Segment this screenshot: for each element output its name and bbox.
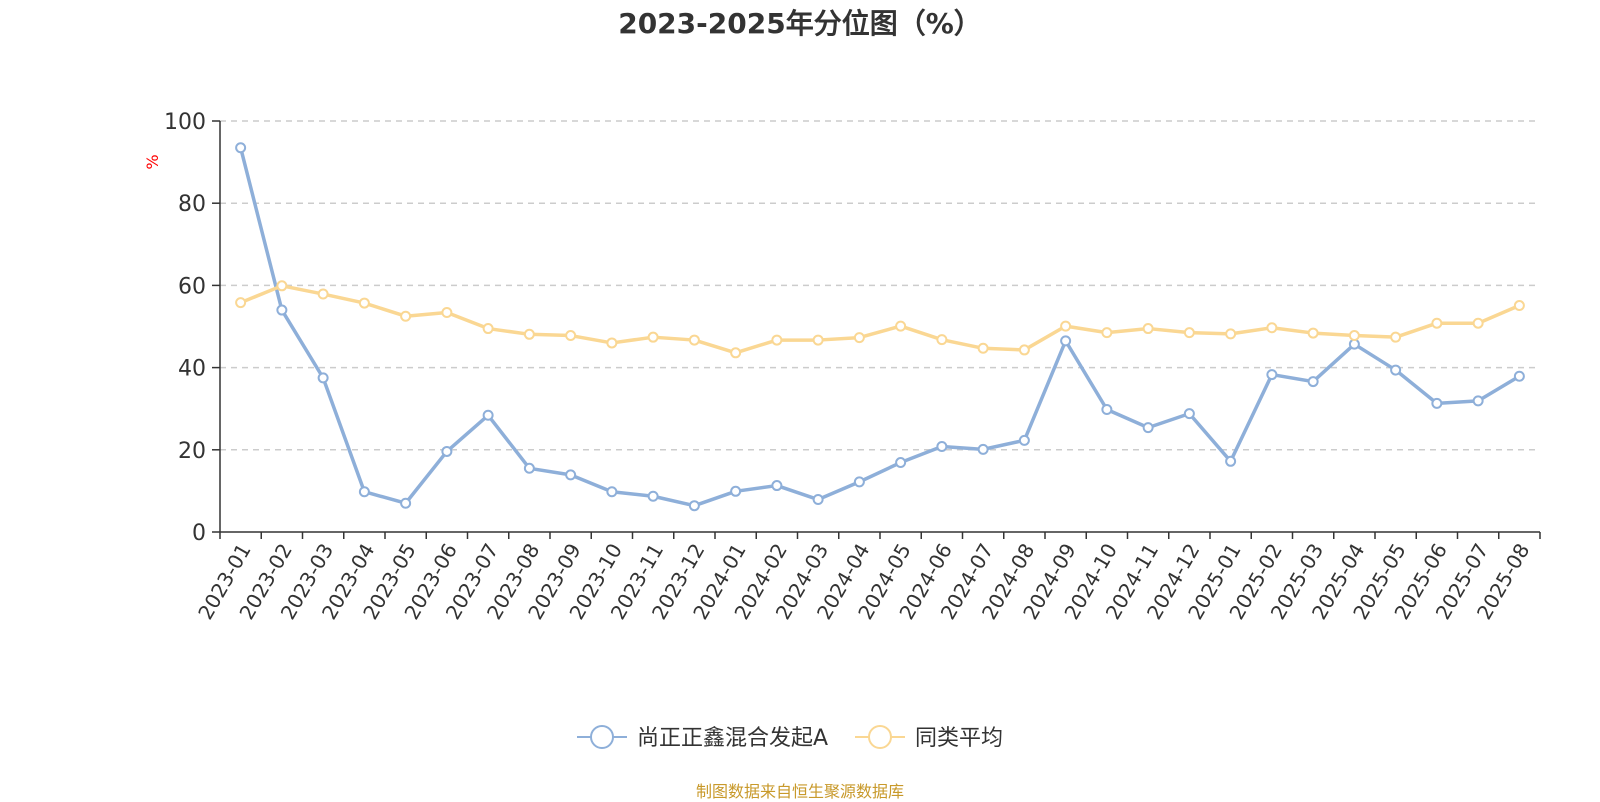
data-point xyxy=(276,304,288,316)
data-point xyxy=(565,330,577,342)
data-point xyxy=(1142,422,1154,434)
data-point xyxy=(1513,300,1525,312)
data-point xyxy=(1348,330,1360,342)
data-point xyxy=(1266,369,1278,381)
data-point xyxy=(1183,327,1195,339)
y-tick-label: 80 xyxy=(178,192,206,217)
data-point xyxy=(1307,376,1319,388)
data-point xyxy=(895,320,907,332)
data-point xyxy=(441,445,453,457)
data-point xyxy=(647,331,659,343)
data-point xyxy=(812,334,824,346)
source-note: 制图数据来自恒生聚源数据库 xyxy=(695,782,904,801)
legend-label: 同类平均 xyxy=(915,726,1003,751)
data-point xyxy=(358,297,370,309)
legend-item: 同类平均 xyxy=(855,725,1003,751)
data-point xyxy=(565,469,577,481)
data-point xyxy=(1060,320,1072,332)
data-point xyxy=(1390,331,1402,343)
data-point xyxy=(1183,408,1195,420)
y-tick-label: 20 xyxy=(178,439,206,464)
data-point xyxy=(730,485,742,497)
y-tick-label: 0 xyxy=(192,521,206,546)
data-point xyxy=(1390,364,1402,376)
data-point xyxy=(606,337,618,349)
data-point xyxy=(1225,455,1237,467)
data-point xyxy=(1018,434,1030,446)
chart-title: 2023-2025年分位图（%） xyxy=(618,7,982,40)
data-point xyxy=(688,334,700,346)
y-tick-label: 40 xyxy=(178,357,206,382)
data-point xyxy=(400,310,412,322)
data-point xyxy=(771,334,783,346)
data-point xyxy=(1431,317,1443,329)
y-axis-unit-label: % xyxy=(143,154,162,169)
data-point xyxy=(1472,395,1484,407)
data-point xyxy=(523,462,535,474)
series-line xyxy=(239,284,1521,355)
data-point xyxy=(1225,328,1237,340)
axes: 0204060801002023-012023-022023-032023-04… xyxy=(164,110,1541,624)
data-point xyxy=(1472,317,1484,329)
data-point xyxy=(936,334,948,346)
data-point xyxy=(441,307,453,319)
data-point xyxy=(235,297,247,309)
data-point xyxy=(1060,335,1072,347)
data-point xyxy=(606,486,618,498)
series-line xyxy=(238,147,1521,508)
data-point xyxy=(482,323,494,335)
series-lines xyxy=(235,142,1525,512)
data-point xyxy=(482,409,494,421)
data-point xyxy=(647,490,659,502)
data-point xyxy=(317,372,329,384)
data-point xyxy=(771,480,783,492)
data-point xyxy=(1142,323,1154,335)
data-point xyxy=(688,500,700,512)
data-point xyxy=(1018,344,1030,356)
data-point xyxy=(977,443,989,455)
data-point xyxy=(936,441,948,453)
data-point xyxy=(358,486,370,498)
legend-label: 尚正正鑫混合发起A xyxy=(637,726,828,751)
data-point xyxy=(1101,404,1113,416)
legend-marker xyxy=(590,725,614,749)
y-tick-label: 100 xyxy=(164,110,206,135)
data-point xyxy=(895,457,907,469)
data-point xyxy=(1513,370,1525,382)
data-point xyxy=(317,288,329,300)
data-point xyxy=(523,328,535,340)
series-group xyxy=(235,280,1525,359)
data-point xyxy=(1307,327,1319,339)
grid-lines xyxy=(220,120,1540,451)
data-point xyxy=(400,497,412,509)
data-point xyxy=(235,142,247,154)
legend: 尚正正鑫混合发起A 同类平均 xyxy=(577,725,1003,751)
data-point xyxy=(276,280,288,292)
data-point xyxy=(853,332,865,344)
data-point xyxy=(1266,322,1278,334)
data-point xyxy=(730,347,742,359)
series-group xyxy=(235,142,1525,512)
data-point xyxy=(977,342,989,354)
data-point xyxy=(1431,397,1443,409)
data-point xyxy=(1101,327,1113,339)
legend-item: 尚正正鑫混合发起A xyxy=(577,725,828,751)
data-point xyxy=(812,494,824,506)
y-tick-label: 60 xyxy=(178,274,206,299)
data-point xyxy=(853,476,865,488)
legend-marker xyxy=(868,725,892,749)
